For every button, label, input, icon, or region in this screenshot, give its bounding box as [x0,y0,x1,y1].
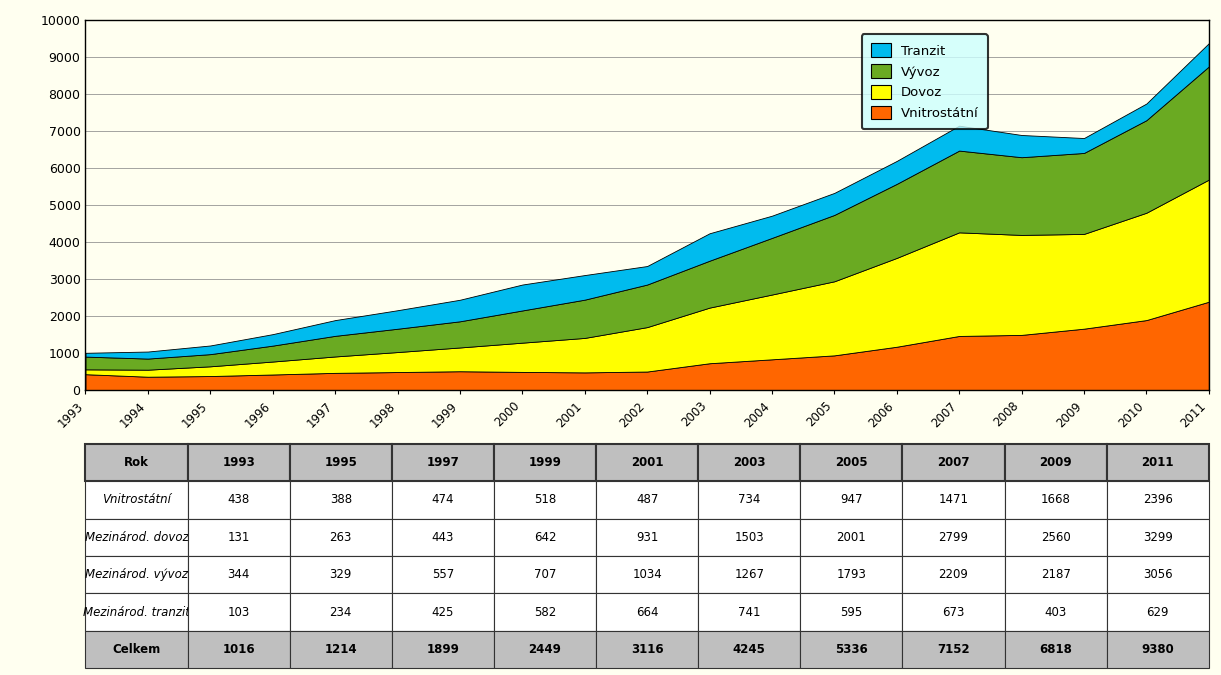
Legend: Tranzit, Vývoz, Dovoz, Vnitrostátní: Tranzit, Vývoz, Dovoz, Vnitrostátní [862,34,988,130]
